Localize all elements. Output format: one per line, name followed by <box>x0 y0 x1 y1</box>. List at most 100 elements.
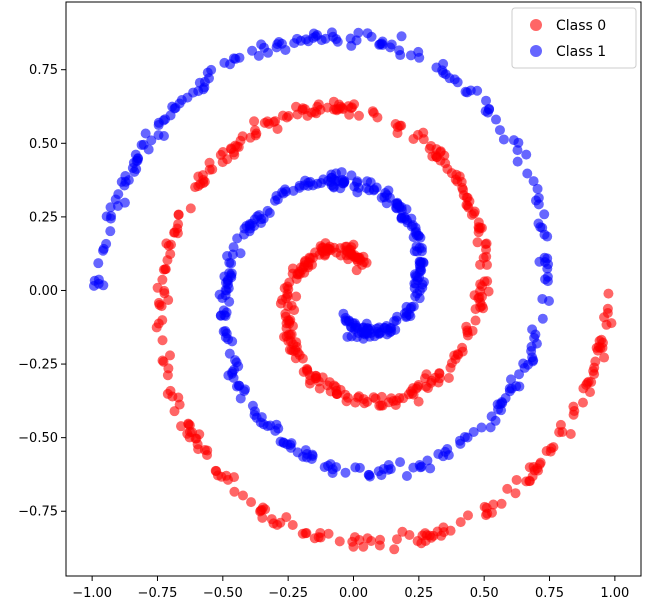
scatter-point-class-0 <box>157 355 168 366</box>
scatter-point-class-1 <box>232 233 243 244</box>
scatter-point-class-1 <box>113 189 124 200</box>
scatter-point-class-0 <box>314 383 325 394</box>
scatter-point-class-0 <box>162 255 173 266</box>
scatter-point-class-0 <box>413 396 424 407</box>
scatter-point-class-0 <box>277 294 288 305</box>
scatter-point-class-1 <box>271 191 282 202</box>
scatter-point-class-1 <box>375 39 386 50</box>
scatter-point-class-1 <box>280 184 291 195</box>
scatter-point-class-1 <box>390 324 401 335</box>
scatter-point-class-0 <box>268 117 279 128</box>
scatter-point-class-0 <box>164 350 175 361</box>
scatter-point-class-1 <box>323 460 334 471</box>
scatter-point-class-0 <box>386 393 397 404</box>
scatter-point-class-0 <box>472 237 483 248</box>
scatter-point-class-0 <box>524 462 535 473</box>
scatter-point-class-0 <box>163 363 174 374</box>
scatter-point-class-0 <box>358 394 369 405</box>
scatter-point-class-0 <box>389 544 400 555</box>
scatter-point-class-1 <box>491 114 501 125</box>
scatter-point-class-0 <box>568 409 579 420</box>
scatter-point-class-1 <box>537 293 548 304</box>
scatter-point-class-0 <box>348 541 359 552</box>
scatter-point-class-1 <box>533 199 544 210</box>
scatter-point-class-0 <box>511 474 522 485</box>
scatter-point-class-1 <box>308 28 319 39</box>
scatter-point-class-0 <box>557 427 568 438</box>
scatter-point-class-0 <box>281 323 292 334</box>
scatter-point-class-0 <box>245 132 256 143</box>
scatter-point-class-0 <box>190 182 201 193</box>
scatter-point-class-0 <box>291 101 302 112</box>
scatter-point-class-1 <box>401 204 412 215</box>
scatter-point-class-1 <box>527 352 538 363</box>
y-tick-label: 0.00 <box>29 284 58 299</box>
scatter-point-class-1 <box>273 423 284 434</box>
scatter-point-class-0 <box>470 315 481 326</box>
scatter-point-class-1 <box>133 153 144 164</box>
x-tick-label: −1.00 <box>72 586 112 601</box>
legend-box <box>511 7 637 69</box>
scatter-point-class-0 <box>198 175 209 185</box>
scatter-point-class-1 <box>460 86 471 97</box>
scatter-point-class-1 <box>364 471 375 482</box>
scatter-point-class-1 <box>405 50 416 61</box>
scatter-point-class-1 <box>217 293 228 304</box>
x-tick-label: 0.00 <box>339 586 368 601</box>
scatter-point-class-1 <box>235 393 246 404</box>
scatter-point-class-1 <box>320 33 331 44</box>
scatter-point-class-0 <box>337 103 348 114</box>
scatter-point-class-0 <box>157 315 168 326</box>
scatter-point-class-0 <box>238 490 248 501</box>
scatter-point-class-1 <box>220 326 231 337</box>
scatter-point-class-1 <box>222 274 233 285</box>
x-tick-label: −0.75 <box>138 586 178 601</box>
scatter-point-class-0 <box>344 244 355 255</box>
scatter-point-class-1 <box>396 31 407 42</box>
scatter-point-class-0 <box>585 387 596 398</box>
scatter-point-class-1 <box>123 175 134 186</box>
scatter-point-class-0 <box>300 528 311 539</box>
scatter-point-class-1 <box>337 174 348 185</box>
y-tick-label: −0.50 <box>18 431 58 446</box>
scatter-point-class-1 <box>231 357 242 368</box>
scatter-point-class-1 <box>409 278 420 289</box>
scatter-point-class-0 <box>221 470 232 481</box>
scatter-point-class-0 <box>249 116 260 127</box>
scatter-point-class-1 <box>512 145 523 156</box>
scatter-point-class-0 <box>349 99 360 110</box>
scatter-point-class-1 <box>504 386 515 397</box>
scatter-point-class-1 <box>351 35 362 46</box>
scatter-point-class-0 <box>440 158 451 169</box>
scatter-point-class-0 <box>602 303 613 314</box>
legend-marker-class-1 <box>530 45 542 57</box>
scatter-point-class-0 <box>394 120 405 131</box>
scatter-point-class-0 <box>418 127 429 138</box>
scatter-point-class-1 <box>459 431 470 442</box>
scatter-point-class-0 <box>481 238 492 249</box>
scatter-point-class-1 <box>249 214 260 225</box>
scatter-point-class-0 <box>157 274 168 285</box>
scatter-point-class-1 <box>542 263 553 274</box>
scatter-point-class-1 <box>395 457 406 468</box>
scatter-point-class-0 <box>287 263 298 274</box>
scatter-point-class-1 <box>415 462 426 473</box>
scatter-point-class-0 <box>589 369 600 380</box>
y-tick-label: −0.25 <box>18 358 58 373</box>
scatter-point-class-1 <box>392 197 403 208</box>
x-tick-label: 0.75 <box>535 586 564 601</box>
scatter-point-class-1 <box>127 163 138 174</box>
scatter-point-class-0 <box>157 335 168 346</box>
scatter-point-class-0 <box>510 488 521 499</box>
scatter-point-class-1 <box>299 180 310 191</box>
scatter-point-class-0 <box>376 391 387 402</box>
scatter-point-class-1 <box>444 73 455 84</box>
scatter-point-class-1 <box>414 293 425 304</box>
scatter-point-class-1 <box>431 62 442 73</box>
scatter-point-class-1 <box>506 374 516 385</box>
scatter-point-class-0 <box>456 176 467 187</box>
scatter-point-class-0 <box>443 372 454 383</box>
scatter-point-class-1 <box>353 27 364 38</box>
